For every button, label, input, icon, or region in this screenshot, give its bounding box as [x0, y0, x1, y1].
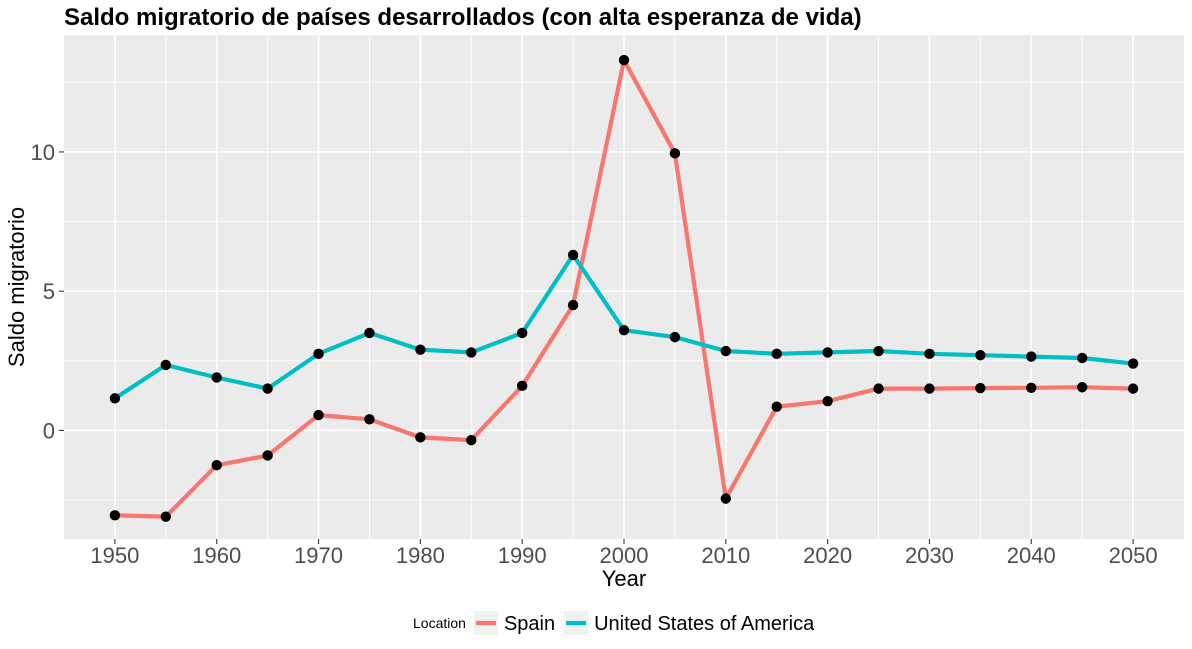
- data-point-1: [924, 348, 935, 360]
- data-point-0: [364, 414, 375, 425]
- data-point-1: [160, 359, 172, 371]
- data-point-1: [720, 345, 732, 357]
- data-point-0: [669, 148, 681, 159]
- x-tick-label: 2040: [1007, 543, 1056, 568]
- data-point-0: [924, 383, 935, 394]
- data-point-0: [313, 409, 324, 421]
- x-tick-label: 1970: [294, 543, 343, 568]
- data-point-1: [618, 324, 630, 336]
- x-axis-title: Year: [602, 566, 646, 591]
- data-point-0: [109, 510, 121, 521]
- data-point-0: [771, 401, 782, 412]
- data-point-1: [516, 327, 528, 339]
- y-tick-label: 5: [43, 279, 55, 304]
- data-point-0: [516, 380, 528, 392]
- x-tick-label: 2010: [701, 543, 750, 568]
- data-point-0: [211, 460, 222, 471]
- data-point-1: [364, 327, 375, 339]
- data-point-1: [313, 348, 324, 360]
- legend-label-1: United States of America: [594, 613, 815, 635]
- data-point-0: [822, 395, 833, 407]
- data-point-1: [873, 345, 884, 357]
- data-point-1: [567, 249, 579, 261]
- data-point-1: [109, 393, 121, 404]
- data-point-1: [415, 344, 426, 355]
- data-point-1: [975, 350, 986, 361]
- y-tick-label: 0: [43, 418, 55, 443]
- x-tick-label: 1950: [90, 543, 139, 568]
- data-point-0: [160, 511, 172, 522]
- y-axis-ticks: 0 5 10: [31, 140, 64, 443]
- data-point-1: [466, 347, 477, 358]
- major-gridlines: [64, 35, 1184, 539]
- data-point-0: [873, 383, 884, 394]
- x-tick-label: 2050: [1109, 543, 1158, 568]
- y-tick-label: 10: [31, 140, 55, 165]
- series-points: [109, 54, 1139, 522]
- data-point-0: [618, 54, 630, 66]
- legend-title: Location: [413, 615, 466, 631]
- data-point-1: [822, 347, 833, 358]
- data-point-1: [669, 331, 681, 343]
- legend: Location Spain United States of America: [413, 611, 815, 635]
- data-point-1: [1127, 358, 1139, 369]
- x-tick-label: 2000: [600, 543, 649, 568]
- x-tick-label: 1980: [396, 543, 445, 568]
- data-point-0: [567, 299, 579, 311]
- data-point-1: [1076, 352, 1088, 364]
- y-axis-title: Saldo migratorio: [4, 207, 29, 367]
- x-axis-ticks: 1950 1960 1970 1980 1990 2000 2010 2020 2030 2040…: [90, 539, 1158, 568]
- legend-items: Spain United States of America: [473, 611, 815, 635]
- x-tick-label: 2030: [905, 543, 954, 568]
- data-point-0: [1127, 383, 1139, 394]
- data-point-1: [262, 383, 273, 394]
- data-point-0: [1026, 382, 1037, 393]
- data-point-0: [415, 432, 426, 443]
- x-tick-label: 2020: [803, 543, 852, 568]
- x-tick-label: 1990: [498, 543, 547, 568]
- data-point-0: [1076, 382, 1088, 393]
- legend-label-0: Spain: [504, 613, 555, 635]
- data-point-0: [720, 493, 732, 504]
- x-tick-label: 1960: [192, 543, 241, 568]
- data-point-1: [211, 372, 222, 383]
- data-point-0: [466, 434, 477, 446]
- data-point-1: [771, 348, 782, 360]
- data-point-0: [975, 382, 986, 394]
- chart-title: Saldo migratorio de países desarrollados…: [64, 4, 862, 31]
- data-point-0: [262, 450, 273, 461]
- data-point-1: [1026, 351, 1037, 362]
